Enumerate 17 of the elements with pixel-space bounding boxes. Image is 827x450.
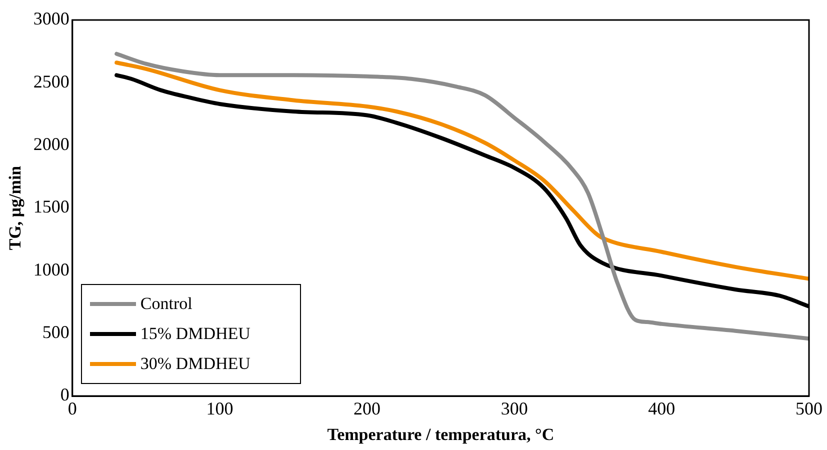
x-tick-label: 200	[354, 398, 381, 419]
x-tick-label: 300	[500, 398, 528, 419]
x-axis-title: Temperature / temperatura, °C	[327, 425, 554, 444]
y-tick-label: 3000	[33, 8, 70, 29]
legend-label: 15% DMDHEU	[140, 324, 250, 344]
legend-label: 30% DMDHEU	[140, 354, 250, 374]
y-tick-label: 500	[42, 322, 70, 342]
y-tick-label: 2500	[33, 71, 70, 92]
x-tick-label: 100	[206, 398, 234, 419]
y-axis-title: TG, μg/min	[6, 165, 25, 250]
y-tick-label: 0	[60, 384, 70, 405]
legend-label: Control	[140, 294, 192, 314]
x-tick-label: 500	[796, 398, 822, 419]
y-tick-label: 1500	[33, 196, 70, 217]
y-tick-label: 1000	[33, 259, 70, 280]
x-tick-label: 400	[648, 398, 676, 419]
y-tick-label: 2000	[33, 134, 70, 154]
